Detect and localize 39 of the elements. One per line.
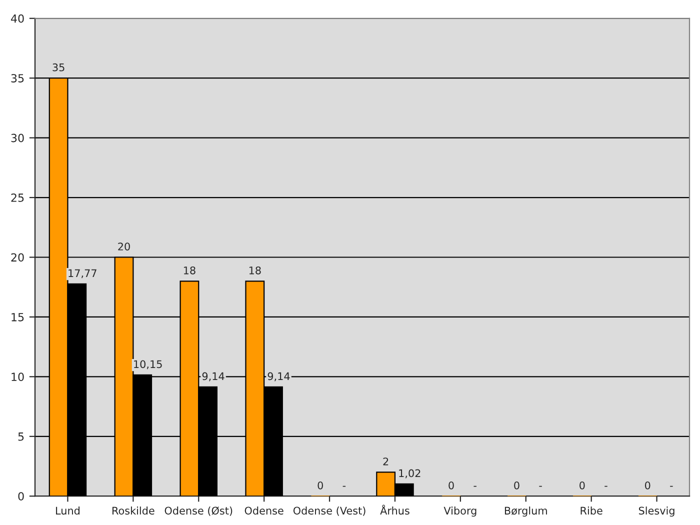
- x-tick-label: Ribe: [580, 506, 602, 515]
- y-tick-label: 30: [11, 134, 24, 142]
- x-tick-label: Odense (Øst): [164, 506, 232, 516]
- data-label: 0: [448, 481, 454, 490]
- data-label: 0: [514, 481, 520, 490]
- x-tick-label: Århus: [380, 504, 410, 515]
- data-label: 18: [184, 266, 196, 274]
- data-label: 0: [644, 481, 650, 490]
- x-tick-label: Slesvig: [638, 506, 674, 517]
- data-label: 0: [318, 481, 323, 490]
- data-label: 2: [383, 458, 388, 466]
- text: -: [670, 486, 673, 487]
- x-tick-label: Børglum: [504, 506, 547, 517]
- y-tick-label: 40: [10, 14, 24, 23]
- data-label: 18: [249, 266, 261, 274]
- data-label: 17,77: [68, 269, 96, 278]
- y-tick-label: 25: [11, 194, 24, 202]
- data-label: 1,02: [399, 469, 420, 478]
- data-label: 20: [118, 242, 130, 250]
- data-label: 35: [52, 63, 64, 72]
- y-tick-label: 5: [18, 432, 24, 441]
- text: -: [474, 486, 476, 487]
- x-tick-label: Odense (Vest): [293, 506, 366, 516]
- x-tick-label: Roskilde: [112, 506, 154, 515]
- y-tick-label: 20: [11, 253, 24, 262]
- data-label: 9,14: [268, 372, 290, 382]
- y-tick-label: 35: [11, 74, 24, 82]
- text: -: [604, 486, 608, 487]
- y-tick-label: 15: [12, 313, 24, 322]
- text: -: [539, 486, 542, 487]
- data-label: 9,14: [202, 372, 224, 382]
- x-tick-label: Odense: [244, 506, 284, 515]
- data-label: 10,15: [134, 360, 162, 370]
- y-tick-label: 0: [18, 492, 24, 501]
- data-label: 0: [580, 481, 585, 490]
- x-tick-label: Viborg: [444, 506, 476, 517]
- text: -: [342, 486, 346, 487]
- y-tick-label: 10: [12, 372, 24, 382]
- x-tick-label: Lund: [56, 506, 80, 515]
